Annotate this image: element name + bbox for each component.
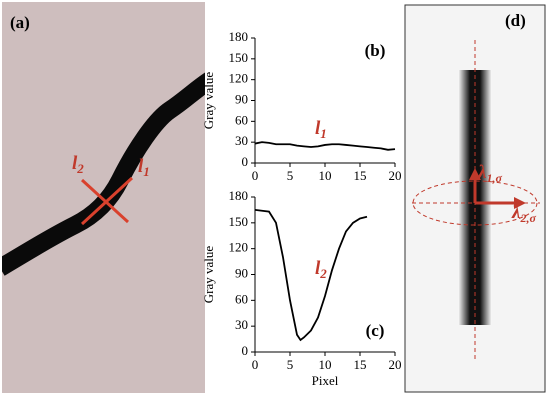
x-tick-label: 10 [319, 168, 332, 183]
y-axis-label: Gray value [201, 246, 216, 304]
panel-label: (d) [505, 11, 526, 30]
y-tick-label: 120 [229, 240, 249, 255]
y-tick-label: 180 [229, 29, 249, 44]
x-tick-label: 0 [252, 168, 259, 183]
x-tick-label: 10 [319, 357, 332, 372]
y-tick-label: 120 [229, 71, 249, 86]
line-label: l2 [72, 153, 84, 176]
profile-line [80, 176, 134, 226]
y-tick-label: 90 [235, 265, 248, 280]
y-tick-label: 30 [235, 317, 248, 332]
eigen-label: λ1,σ [477, 162, 502, 184]
panel-a [2, 2, 205, 393]
y-tick-label: 60 [235, 112, 248, 127]
y-tick-label: 60 [235, 291, 248, 306]
panel-label: (b) [365, 41, 386, 60]
eigen-label: λ2,σ [511, 202, 536, 224]
y-tick-label: 0 [242, 343, 249, 358]
x-axis-label: Pixel [312, 373, 339, 388]
x-tick-label: 20 [389, 357, 402, 372]
symbol: l [315, 118, 321, 139]
panel-label: (a) [10, 13, 30, 32]
x-tick-label: 0 [252, 357, 259, 372]
subscript: 2,σ [519, 211, 536, 225]
y-axis-label: Gray value [201, 72, 216, 130]
y-tick-label: 90 [235, 91, 248, 106]
y-tick-label: 30 [235, 133, 248, 148]
y-tick-label: 180 [229, 188, 249, 203]
annotation: l1 [315, 118, 327, 141]
line-label: l1 [138, 156, 150, 179]
data-line [254, 209, 368, 342]
symbol: l [138, 156, 144, 177]
annotation: l2 [315, 258, 327, 281]
x-tick-label: 20 [389, 168, 402, 183]
symbol: λ [511, 202, 520, 223]
subscript: 2 [319, 266, 327, 281]
arrow-head [514, 197, 526, 209]
y-tick-label: 0 [242, 154, 249, 169]
x-tick-label: 15 [354, 357, 367, 372]
symbol: l [72, 153, 78, 174]
subscript: 1,σ [486, 171, 502, 185]
panel-label: (c) [366, 321, 385, 340]
arrow-head [469, 168, 481, 180]
data-line [254, 141, 396, 151]
subscript: 1 [143, 164, 150, 179]
subscript: 1 [320, 126, 327, 141]
crack [2, 72, 205, 276]
x-tick-label: 5 [287, 168, 294, 183]
x-tick-label: 5 [287, 357, 294, 372]
subscript: 2 [76, 161, 84, 176]
symbol: l [315, 258, 321, 279]
y-tick-label: 150 [229, 50, 249, 65]
ellipse [412, 180, 538, 226]
x-tick-label: 15 [354, 168, 367, 183]
symbol: λ [477, 162, 486, 183]
y-tick-label: 150 [229, 214, 249, 229]
panel-d: (d) λ1,σ λ2,σ [404, 4, 546, 393]
